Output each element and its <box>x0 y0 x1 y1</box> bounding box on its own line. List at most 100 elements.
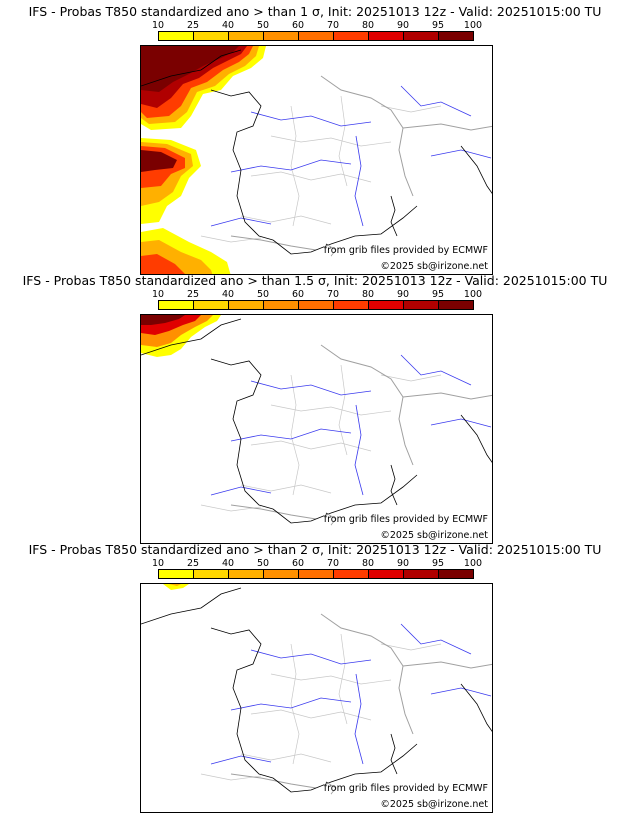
colorbar-tick: 100 <box>463 20 483 31</box>
colorbar-tick: 40 <box>221 558 235 569</box>
coastline <box>210 358 274 510</box>
panel-2-sigma: IFS - Probas T850 standardized ano > tha… <box>0 542 630 818</box>
border-line <box>320 613 414 735</box>
coastline <box>272 743 418 793</box>
panel-1-5-sigma: IFS - Probas T850 standardized ano > tha… <box>0 273 630 549</box>
colorbar-segment <box>159 301 194 309</box>
credit-source: from grib files provided by ECMWF <box>323 783 488 794</box>
map-canvas <box>141 315 492 526</box>
coastline <box>141 587 242 625</box>
river-line <box>210 486 272 496</box>
colorbar-tick: 90 <box>396 558 410 569</box>
credit-source: from grib files provided by ECMWF <box>323 514 488 525</box>
colorbar-tick: 60 <box>291 558 305 569</box>
coastlines <box>141 318 492 526</box>
river-line <box>230 428 352 442</box>
colorbar-segment <box>439 301 473 309</box>
colorbar-tick: 50 <box>256 558 270 569</box>
river-line <box>250 649 372 665</box>
border-line <box>402 392 492 400</box>
coastline <box>460 414 492 463</box>
colorbar-tick: 25 <box>186 289 200 300</box>
river-line <box>400 354 472 386</box>
border-line <box>320 75 414 197</box>
credit-copyright: ©2025 sb@irizone.net <box>380 799 488 810</box>
colorbar-tick: 90 <box>396 289 410 300</box>
admin-line <box>270 404 392 416</box>
admin-line <box>250 171 372 183</box>
coastline <box>141 318 242 356</box>
colorbar-tick: 60 <box>291 20 305 31</box>
colorbar-segment <box>404 570 439 578</box>
colorbar-tick: 95 <box>431 289 445 300</box>
border-line <box>402 661 492 669</box>
anomaly-area <box>141 254 185 274</box>
probability-shading <box>163 584 189 590</box>
colorbar-ticks: 10 25 40 50 60 70 80 90 95 100 <box>152 20 482 31</box>
colorbar-tick: 90 <box>396 20 410 31</box>
probability-shading <box>141 315 221 357</box>
coastline <box>460 145 492 194</box>
river-line <box>230 697 352 711</box>
credit-copyright: ©2025 sb@irizone.net <box>380 261 488 272</box>
colorbar-segment <box>229 570 264 578</box>
colorbar-segment <box>439 570 473 578</box>
colorbar-tick: 60 <box>291 289 305 300</box>
map-frame: from grib files provided by ECMWF ©2025 … <box>140 45 493 275</box>
colorbar-tick: 80 <box>361 558 375 569</box>
colorbar-tick: 25 <box>186 20 200 31</box>
rivers <box>210 85 492 227</box>
panel-1-sigma: IFS - Probas T850 standardized ano > tha… <box>0 4 630 280</box>
colorbar-tick: 95 <box>431 20 445 31</box>
anomaly-area <box>141 150 177 172</box>
border-line <box>230 235 317 251</box>
colorbar-tick: 10 <box>151 20 165 31</box>
river-line <box>430 687 492 697</box>
panel-title: IFS - Probas T850 standardized ano > tha… <box>28 4 602 19</box>
admin-line <box>290 374 300 496</box>
anomaly-area <box>141 46 239 92</box>
admin-line <box>338 95 348 187</box>
coastline <box>272 205 418 255</box>
colorbar-segment <box>264 301 299 309</box>
river-line <box>250 380 372 396</box>
colorbar-tick: 50 <box>256 20 270 31</box>
river-line <box>400 85 472 117</box>
coastline <box>272 474 418 524</box>
colorbar-segment <box>159 570 194 578</box>
colorbar-segment <box>299 32 334 40</box>
admin-line <box>240 215 332 225</box>
river-line <box>400 623 472 655</box>
admin-line <box>380 643 442 651</box>
panel-title: IFS - Probas T850 standardized ano > tha… <box>22 273 608 288</box>
river-line <box>354 404 364 496</box>
map-canvas <box>141 46 492 274</box>
colorbar-tick: 10 <box>151 558 165 569</box>
coastline <box>210 627 274 779</box>
admin-line <box>270 673 392 685</box>
map-frame: from grib files provided by ECMWF ©2025 … <box>140 314 493 544</box>
colorbar-tick: 80 <box>361 20 375 31</box>
admin-line <box>250 440 372 452</box>
country-borders <box>230 75 492 251</box>
admin-line <box>270 135 392 147</box>
anomaly-area <box>169 584 181 586</box>
coastline <box>390 195 398 237</box>
country-borders <box>230 344 492 520</box>
border-line <box>320 344 414 466</box>
colorbar-segment <box>334 301 369 309</box>
colorbar-segment <box>264 32 299 40</box>
admin-line <box>200 773 262 781</box>
admin-line <box>338 364 348 456</box>
map-canvas <box>141 584 492 795</box>
admin-boundaries <box>200 95 442 243</box>
colorbar-tick: 40 <box>221 289 235 300</box>
colorbar-tick: 80 <box>361 289 375 300</box>
rivers <box>210 354 492 496</box>
colorbar-segment <box>229 301 264 309</box>
admin-boundaries <box>200 364 442 512</box>
credit-copyright: ©2025 sb@irizone.net <box>380 530 488 541</box>
panel-title: IFS - Probas T850 standardized ano > tha… <box>28 542 602 557</box>
colorbar-tick: 100 <box>463 289 483 300</box>
colorbar <box>158 569 474 579</box>
